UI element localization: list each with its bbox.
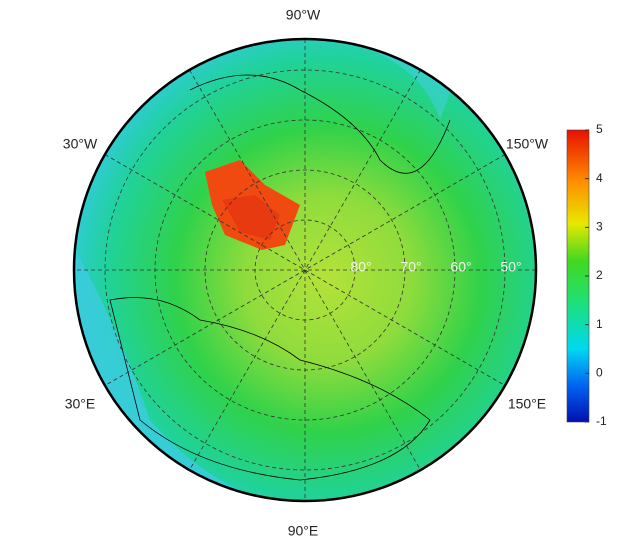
colorbar-tick-label: 0 xyxy=(596,366,603,380)
lon-label: 150°E xyxy=(508,396,546,412)
lon-label: 150°W xyxy=(506,136,549,152)
parallel xyxy=(254,219,356,321)
colorbar-tick-label: -1 xyxy=(596,414,607,428)
colorbar-tick-label: 4 xyxy=(596,171,603,185)
lon-label: 30°W xyxy=(63,136,98,152)
colorbar-tick-label: 3 xyxy=(596,220,603,234)
lat-label: 80° xyxy=(350,259,371,275)
lon-label: 30°E xyxy=(65,396,96,412)
colorbar-tick-label: 1 xyxy=(596,317,603,331)
lon-label: 90°E xyxy=(288,523,319,539)
colorbar-tick-label: 2 xyxy=(596,268,603,282)
lat-label: 70° xyxy=(400,259,421,275)
lat-label: 60° xyxy=(450,259,471,275)
lon-label: 90°W xyxy=(286,7,321,23)
parallel xyxy=(104,69,506,471)
graticule xyxy=(74,39,536,501)
parallel xyxy=(204,169,406,371)
lat-label: 50° xyxy=(500,259,521,275)
colorbar-tick-label: 5 xyxy=(596,122,603,136)
parallel xyxy=(154,119,456,421)
map-border xyxy=(72,37,538,503)
